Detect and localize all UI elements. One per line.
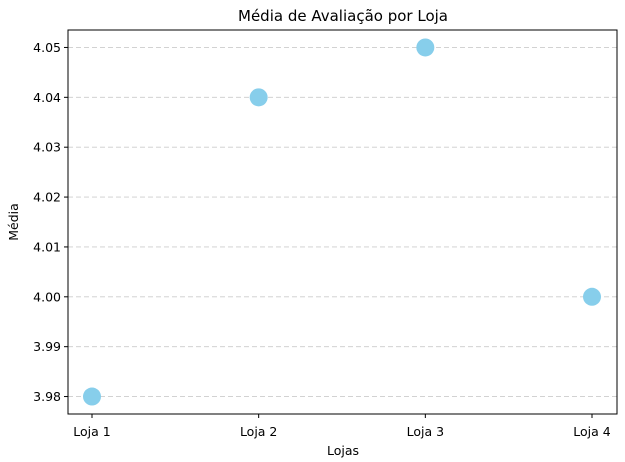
x-tick-label: Loja 3 — [407, 424, 444, 439]
data-point — [249, 88, 268, 107]
y-tick-label: 3.98 — [33, 389, 61, 404]
gridlines — [68, 47, 617, 397]
data-point — [83, 387, 101, 406]
x-tick-label: Loja 2 — [240, 424, 277, 439]
y-tick-label: 3.99 — [33, 339, 61, 354]
y-tick-label: 4.02 — [33, 190, 61, 205]
x-tick-label: Loja 1 — [73, 424, 110, 439]
plot-area-frame — [67, 29, 618, 415]
data-points — [83, 38, 601, 406]
y-tick-label: 4.00 — [33, 289, 61, 304]
x-axis-label: Lojas — [327, 443, 359, 458]
x-tick-label: Loja 4 — [573, 424, 610, 439]
chart-title: Média de Avaliação por Loja — [238, 7, 448, 25]
data-point — [583, 287, 601, 306]
y-axis-label: Média — [6, 203, 21, 241]
data-point — [416, 38, 435, 57]
y-axis: 3.98 3.99 4.00 4.01 4.02 4.03 4.04 4.05 — [33, 40, 68, 404]
y-tick-label: 4.04 — [33, 90, 61, 105]
y-tick-label: 4.01 — [33, 239, 61, 254]
x-axis: Loja 1 Loja 2 Loja 3 Loja 4 — [73, 414, 611, 439]
y-tick-label: 4.03 — [33, 140, 61, 155]
y-tick-label: 4.05 — [33, 40, 61, 55]
